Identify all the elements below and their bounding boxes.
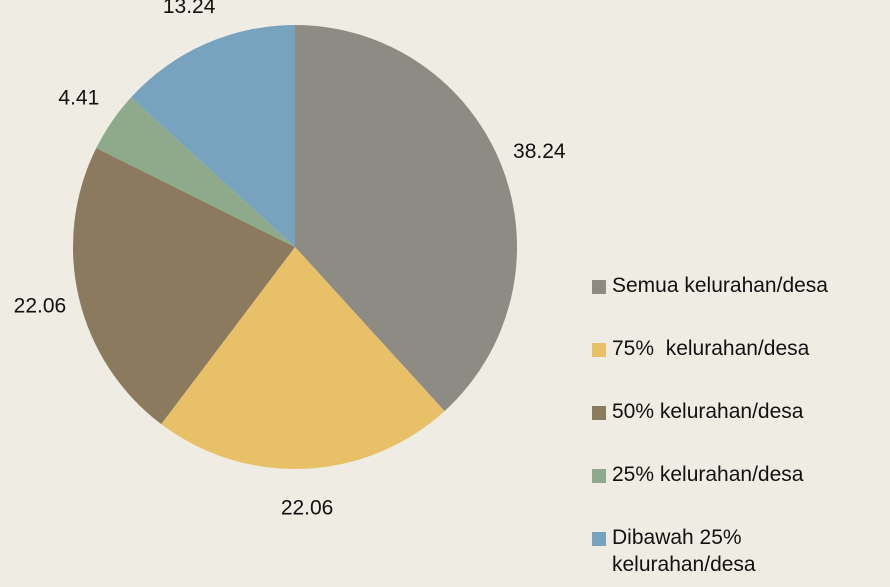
legend-swatch <box>592 343 606 357</box>
legend-label: Dibawah 25% kelurahan/desa <box>612 526 756 576</box>
legend-item: Dibawah 25% kelurahan/desa <box>592 524 882 587</box>
pie-slice <box>161 247 445 469</box>
legend-swatch <box>592 280 606 294</box>
legend-label: 50% kelurahan/desa <box>612 400 804 423</box>
data-label: 13.24 <box>163 0 216 18</box>
legend-item: Semua kelurahan/desa <box>592 272 882 335</box>
legend-label: Semua kelurahan/desa <box>612 274 828 297</box>
legend-swatch <box>592 532 606 546</box>
pie-slice <box>96 97 295 248</box>
pie-slice <box>72 148 296 425</box>
data-label: 22.06 <box>14 295 67 318</box>
data-label: 4.41 <box>58 87 99 110</box>
legend: Semua kelurahan/desa 75% kelurahan/desa 50… <box>592 272 882 587</box>
legend-label: 75% kelurahan/desa <box>612 337 810 360</box>
legend-item: 75% kelurahan/desa <box>592 335 882 398</box>
legend-swatch <box>592 469 606 483</box>
legend-item: 25% kelurahan/desa <box>592 461 882 524</box>
pie-slice <box>130 25 295 247</box>
data-label: 22.06 <box>281 496 334 519</box>
legend-item: 50% kelurahan/desa <box>592 398 882 461</box>
data-label: 38.24 <box>513 140 566 163</box>
legend-label: 25% kelurahan/desa <box>612 463 804 486</box>
pie-slice <box>295 25 518 412</box>
legend-swatch <box>592 406 606 420</box>
